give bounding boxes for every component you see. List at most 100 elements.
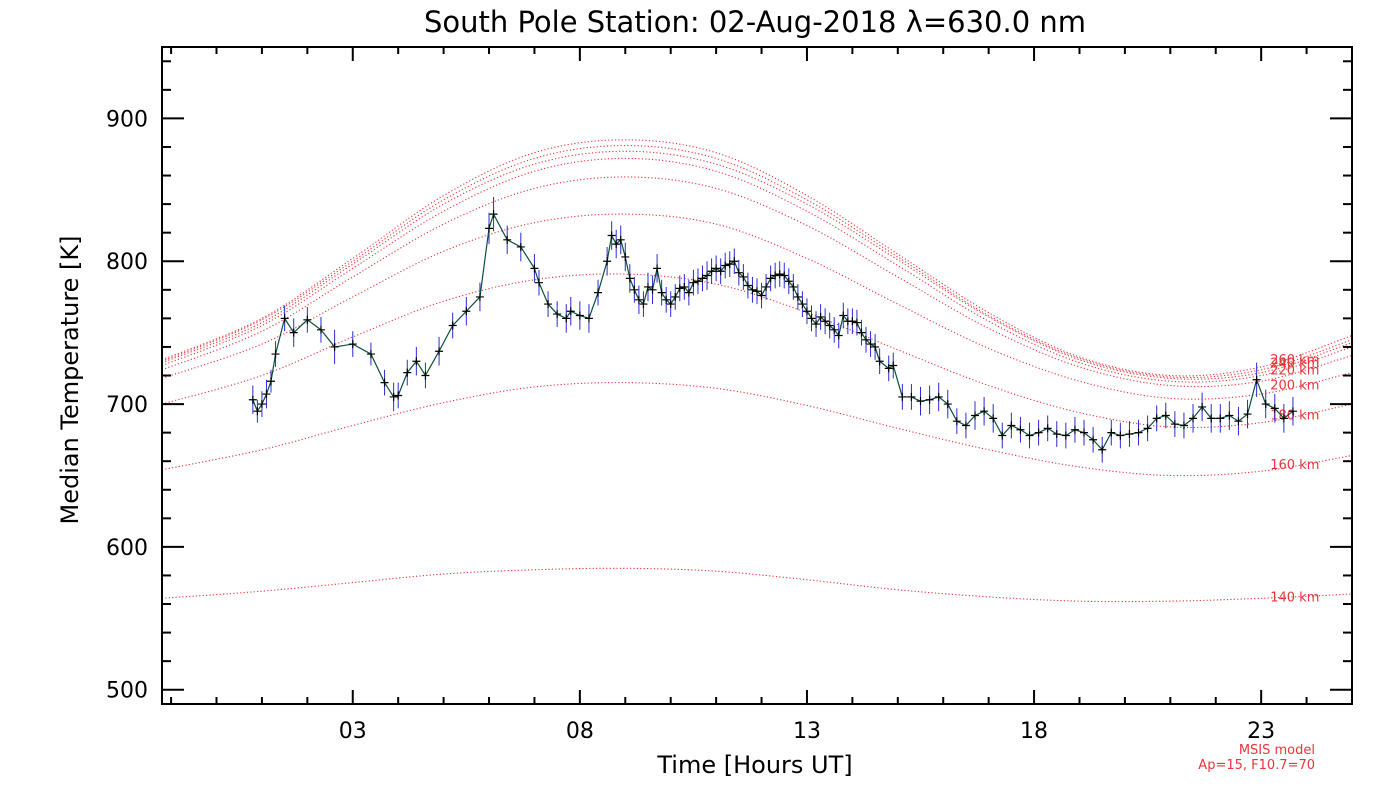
data-point [612,240,621,249]
data-point [594,288,603,297]
data-point [1243,410,1252,419]
data-point [253,407,262,416]
data-point [739,272,748,281]
data-point [780,271,789,280]
data-point [1061,431,1070,440]
data-point [798,300,807,309]
data-point [730,257,739,266]
data-point [971,411,980,420]
data-point [1043,424,1052,433]
data-point [925,395,934,404]
data-point [421,371,430,380]
data-point [662,295,671,304]
data-point [753,287,761,296]
data-point [775,270,784,279]
data-point [989,414,998,423]
data-point [834,331,843,340]
data-point [562,314,571,323]
data-point [748,285,757,294]
data-point [566,307,575,316]
model-label-140-km: 140 km [1270,590,1319,605]
data-point [857,328,866,337]
data-point [743,281,752,290]
data-point [1052,430,1061,439]
observed-line [252,212,1294,451]
data-point [1270,404,1279,413]
data-point [603,257,612,266]
data-point [1161,411,1170,420]
data-point [703,271,712,280]
data-point [1098,445,1107,454]
data-point [789,282,798,291]
data-point [389,392,398,401]
data-point [643,282,652,291]
data-point [303,315,312,324]
data-point [630,285,639,294]
data-point [648,285,657,294]
model-curve-260-km [161,150,1353,380]
model-curve-220-km [161,176,1353,388]
data-point [1288,407,1297,416]
x-tick-label: 18 [1020,719,1048,744]
data-point [448,321,457,330]
data-point [621,252,630,261]
data-point [666,300,675,309]
data-point [898,392,907,401]
data-point [862,335,871,344]
data-point [262,390,271,399]
data-point [934,392,943,401]
data-point [634,295,643,304]
data-point [675,284,684,293]
data-point [1116,431,1125,440]
data-point [762,282,771,291]
data-point [734,268,743,277]
data-point [1189,414,1198,423]
data-point [248,395,257,404]
data-point [553,310,562,319]
data-point [771,271,780,280]
data-point [816,312,825,321]
data-point [784,277,793,286]
data-point [943,400,952,409]
data-point [516,242,525,251]
data-point [1252,375,1261,384]
data-point [1070,425,1079,434]
model-label-180-km: 180 km [1270,408,1319,423]
data-point [485,224,494,233]
data-point [725,260,734,269]
data-point [871,342,880,351]
data-point [403,368,412,377]
axes: 03 08 13 18 23 500 600 700 800 900 [106,47,1353,744]
data-point [1089,435,1098,444]
data-point [907,392,916,401]
data-point [366,350,375,359]
data-point [503,235,512,244]
model-curve-180-km [161,273,1353,429]
data-point [394,391,403,400]
data-point [1134,428,1143,437]
data-point [825,321,834,330]
data-point [916,397,925,406]
x-tick-label: 08 [566,719,594,744]
data-point [998,431,1007,440]
data-point [757,291,766,300]
data-point [1025,431,1034,440]
data-point [1016,425,1025,434]
model-curve-200-km [161,213,1353,400]
data-point [980,407,989,416]
data-point [1107,428,1116,437]
data-point [680,282,689,291]
data-point [698,274,707,283]
data-point [435,347,444,356]
model-curve-240-km [161,157,1353,383]
y-tick-label: 900 [106,107,148,132]
data-point [475,292,484,301]
data-point [1198,402,1207,411]
model-label-160-km: 160 km [1270,458,1319,473]
data-point [530,264,539,273]
data-point [462,307,471,316]
x-axis-label: Time [Hours UT] [656,751,852,779]
data-point [1143,424,1152,433]
x-tick-label: 03 [339,719,367,744]
